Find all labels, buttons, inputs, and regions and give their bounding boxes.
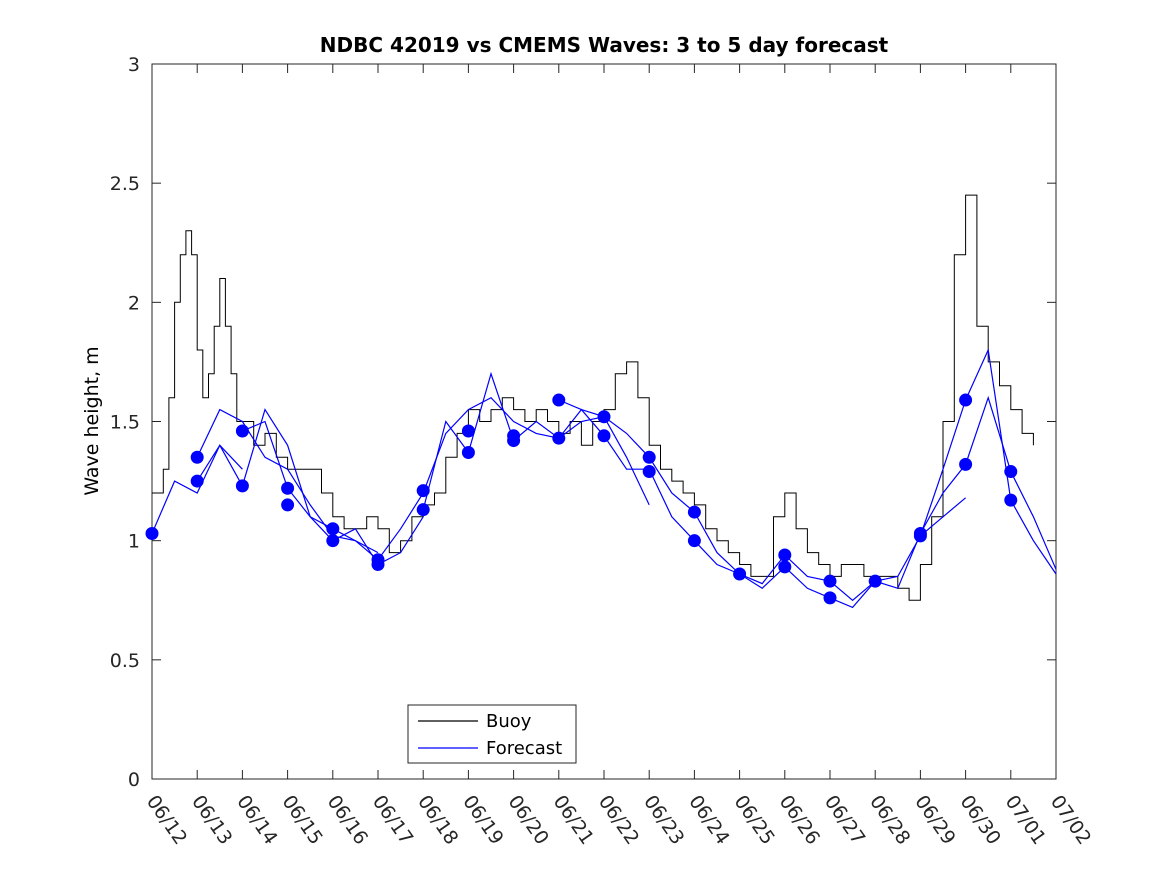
x-tick-label: 06/27 <box>820 791 869 848</box>
plot-area: 00.511.522.5306/1206/1306/1406/1506/1606… <box>110 54 1096 849</box>
forecast-point <box>868 574 882 588</box>
y-tick-label: 3 <box>128 54 140 76</box>
forecast-point <box>507 434 521 448</box>
forecast-point <box>416 503 430 517</box>
x-tick-label: 06/12 <box>142 791 191 848</box>
forecast-point <box>552 393 566 407</box>
x-tick-label: 06/13 <box>187 791 236 848</box>
x-tick-label: 06/28 <box>865 791 914 848</box>
forecast-point <box>823 574 837 588</box>
x-tick-label: 06/20 <box>504 791 553 848</box>
x-tick-label: 07/01 <box>1001 791 1050 848</box>
x-tick-label: 06/21 <box>549 791 598 848</box>
y-tick-label: 2.5 <box>110 173 140 195</box>
x-tick-label: 06/23 <box>639 791 688 848</box>
y-tick-label: 0 <box>128 769 140 791</box>
forecast-point <box>1004 493 1018 507</box>
forecast-point <box>190 474 204 488</box>
y-tick-label: 2 <box>128 292 140 314</box>
x-tick-label: 06/19 <box>458 791 507 848</box>
forecast-point <box>597 410 611 424</box>
forecast-point <box>326 522 340 536</box>
forecast-point <box>281 481 295 495</box>
x-tick-label: 06/18 <box>413 791 462 848</box>
x-tick-label: 06/15 <box>278 791 327 848</box>
x-tick-label: 06/24 <box>684 791 733 848</box>
x-tick-label: 06/14 <box>232 791 281 848</box>
x-tick-label: 07/02 <box>1046 791 1095 848</box>
forecast-run-line <box>919 347 1057 575</box>
forecast-point <box>642 465 656 479</box>
forecast-point <box>281 498 295 512</box>
y-tick-label: 1 <box>128 531 140 553</box>
x-tick-label: 06/30 <box>956 791 1005 848</box>
forecast-point <box>552 431 566 445</box>
forecast-point <box>778 560 792 574</box>
forecast-point <box>1004 465 1018 479</box>
forecast-point <box>778 548 792 562</box>
x-tick-label: 06/17 <box>368 791 417 848</box>
x-tick-label: 06/16 <box>323 791 372 848</box>
forecast-run-line <box>242 396 650 561</box>
forecast-point <box>416 484 430 498</box>
legend-label: Forecast <box>486 738 562 759</box>
buoy-series-line <box>152 194 1034 601</box>
y-axis-label: Wave height, m <box>81 346 103 495</box>
forecast-point <box>913 529 927 543</box>
y-tick-label: 1.5 <box>110 412 140 434</box>
forecast-point <box>326 534 340 548</box>
forecast-point <box>190 450 204 464</box>
forecast-point <box>145 527 159 541</box>
forecast-point <box>371 558 385 571</box>
forecast-point <box>642 450 656 464</box>
x-tick-label: 06/26 <box>775 791 824 848</box>
forecast-point <box>959 393 973 407</box>
forecast-point <box>235 479 249 493</box>
x-tick-label: 06/29 <box>910 791 959 848</box>
x-tick-label: 06/22 <box>594 791 643 848</box>
forecast-run-line <box>196 408 379 554</box>
forecast-point <box>687 505 701 519</box>
forecast-point <box>461 424 475 438</box>
forecast-run-line <box>558 395 1057 602</box>
y-tick-label: 0.5 <box>110 650 140 672</box>
legend-box <box>407 704 577 764</box>
forecast-point <box>235 424 249 438</box>
forecast-run-line <box>151 444 243 534</box>
forecast-point <box>687 534 701 548</box>
legend-label: Buoy <box>486 711 532 732</box>
forecast-point <box>733 567 747 581</box>
legend: Buoy Forecast <box>407 704 577 764</box>
x-tick-label: 06/25 <box>730 791 779 848</box>
forecast-run-line <box>422 371 966 609</box>
forecast-point <box>461 445 475 459</box>
forecast-point <box>959 457 973 471</box>
chart-title: NDBC 42019 vs CMEMS Waves: 3 to 5 day fo… <box>320 33 889 57</box>
forecast-point <box>823 591 837 605</box>
forecast-point <box>597 429 611 443</box>
